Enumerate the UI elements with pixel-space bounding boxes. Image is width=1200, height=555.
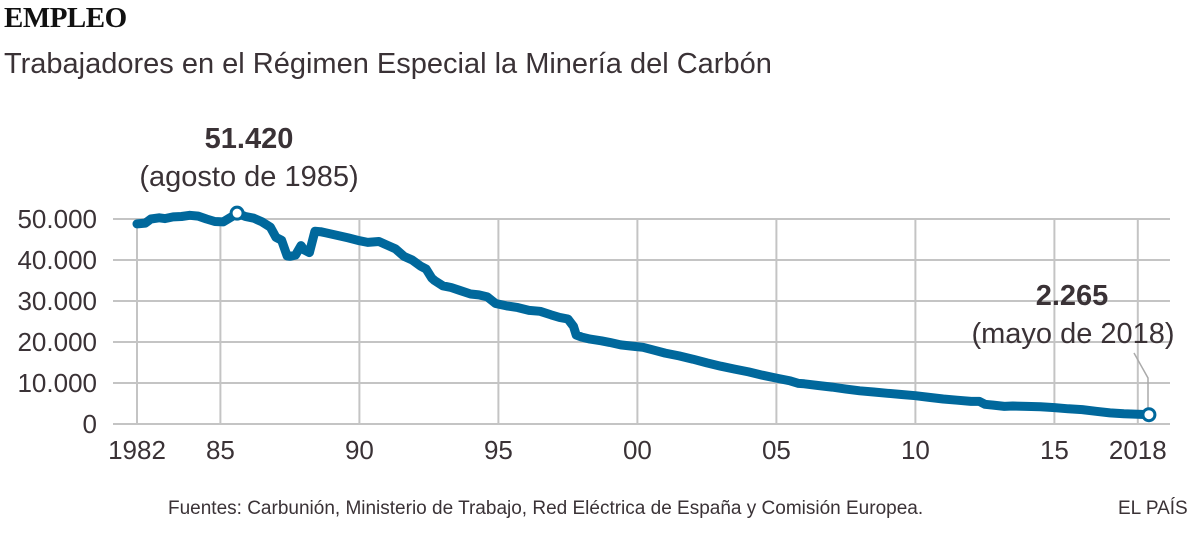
annotations-group: 51.420 (agosto de 1985) 2.265 (mayo de 2018… <box>139 123 1175 423</box>
y-tick-label: 40.000 <box>17 245 97 275</box>
series-group <box>132 208 1154 420</box>
annotation-date: (agosto de 1985) <box>139 161 358 193</box>
y-tick-label: 50.000 <box>17 204 97 234</box>
y-tick-label: 30.000 <box>17 286 97 316</box>
x-axis-tick-labels: 1982 85 90 95 00 05 10 15 2018 <box>108 435 1167 465</box>
source-note: Fuentes: Carbunión, Ministerio de Trabaj… <box>168 498 924 519</box>
y-tick-label: 10.000 <box>17 368 97 398</box>
x-tick-label: 00 <box>623 435 652 465</box>
x-tick-label: 10 <box>901 435 930 465</box>
x-tick-label: 95 <box>484 435 513 465</box>
chart-subtitle: Trabajadores en el Régimen Especial la M… <box>4 48 772 80</box>
y-tick-label: 20.000 <box>17 327 97 357</box>
annotation-value: 2.265 <box>1036 280 1109 312</box>
annotation-leader-line <box>1133 352 1149 409</box>
y-axis-tick-labels: 0 10.000 20.000 30.000 40.000 50.000 <box>17 204 97 439</box>
chart-kicker: EMPLEO <box>4 2 127 34</box>
x-tick-label: 15 <box>1040 435 1069 465</box>
series-line-trabajadores <box>132 208 1154 420</box>
annotation-value: 51.420 <box>205 123 294 155</box>
horizontal-gridlines <box>113 218 1170 425</box>
x-tick-label: 90 <box>345 435 374 465</box>
x-tick-label: 05 <box>762 435 791 465</box>
publisher-brand: EL PAÍS <box>1118 498 1188 519</box>
x-tick-label: 1982 <box>108 435 166 465</box>
annotation-date: (mayo de 2018) <box>971 318 1174 350</box>
annotation-marker <box>229 205 245 221</box>
x-tick-label: 2018 <box>1109 435 1167 465</box>
y-tick-label: 0 <box>83 409 97 439</box>
x-tick-label: 85 <box>206 435 235 465</box>
annotation-marker <box>1141 407 1157 423</box>
vertical-gridlines <box>136 219 1139 424</box>
